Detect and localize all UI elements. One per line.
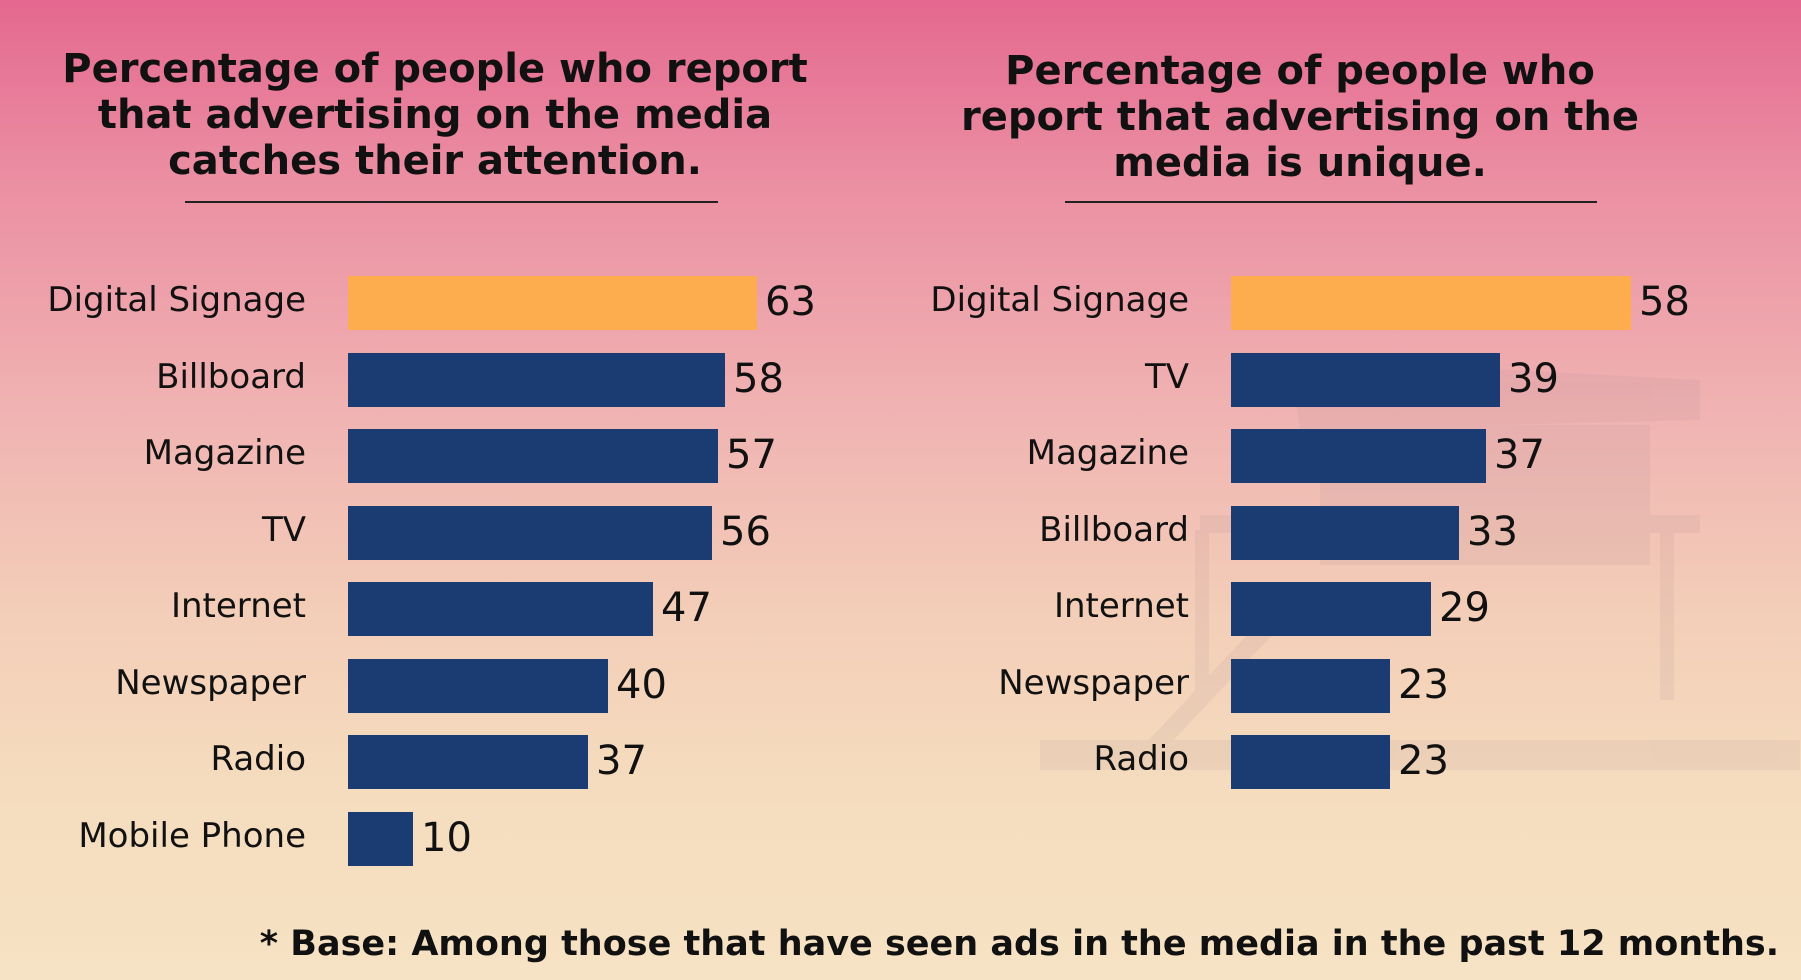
category-label-billboard: Billboard: [156, 356, 306, 397]
category-label-magazine: Magazine: [143, 433, 306, 473]
bar-newspaper: [1231, 658, 1390, 713]
bar-tv: [348, 505, 712, 560]
value-label-radio: 23: [1398, 738, 1449, 784]
category-label-digital-signage: Digital Signage: [47, 280, 306, 320]
chart-panel-attention: Percentage of people who report that adv…: [0, 0, 880, 900]
value-label-internet: 47: [661, 585, 712, 631]
value-label-magazine: 57: [726, 432, 777, 478]
category-label-radio: Radio: [1093, 739, 1189, 779]
value-label-billboard: 58: [733, 355, 784, 402]
value-label-tv: 56: [720, 508, 771, 555]
title-divider: [1065, 201, 1597, 203]
value-label-radio: 37: [596, 738, 647, 784]
bar-digital-signage: [1231, 276, 1631, 330]
value-label-tv: 39: [1508, 355, 1559, 402]
bar-billboard: [348, 352, 725, 407]
category-label-radio: Radio: [210, 739, 306, 779]
category-label-newspaper: Newspaper: [998, 662, 1189, 703]
category-label-magazine: Magazine: [1026, 433, 1189, 473]
value-label-newspaper: 40: [616, 661, 667, 708]
category-label-mobile-phone: Mobile Phone: [78, 815, 306, 856]
value-label-billboard: 33: [1467, 508, 1518, 555]
bar-digital-signage: [348, 276, 757, 330]
value-label-magazine: 37: [1494, 432, 1545, 478]
bar-radio: [348, 735, 588, 789]
footnote: * Base: Among those that have seen ads i…: [259, 924, 1779, 964]
category-label-tv: TV: [1144, 356, 1189, 397]
bar-newspaper: [348, 658, 608, 713]
chart-title-unique: Percentage of people who report that adv…: [961, 48, 1639, 186]
category-label-tv: TV: [261, 509, 306, 550]
title-divider: [185, 201, 718, 203]
category-label-newspaper: Newspaper: [115, 662, 306, 703]
category-label-digital-signage: Digital Signage: [930, 280, 1189, 320]
bar-radio: [1231, 735, 1390, 789]
value-label-digital-signage: 63: [765, 279, 816, 325]
chart-panel-unique: Percentage of people who report that adv…: [880, 0, 1801, 900]
bar-internet: [1231, 582, 1431, 636]
value-label-mobile-phone: 10: [421, 814, 472, 861]
value-label-internet: 29: [1439, 585, 1490, 631]
bar-tv: [1231, 352, 1500, 407]
category-label-internet: Internet: [1053, 586, 1189, 626]
category-label-internet: Internet: [170, 586, 306, 626]
bar-mobile-phone: [348, 811, 413, 866]
category-label-billboard: Billboard: [1039, 509, 1189, 550]
bar-internet: [348, 582, 653, 636]
bar-billboard: [1231, 505, 1459, 560]
chart-title-attention: Percentage of people who report that adv…: [62, 46, 808, 184]
bar-magazine: [348, 429, 718, 483]
bar-magazine: [1231, 429, 1486, 483]
value-label-digital-signage: 58: [1639, 279, 1690, 325]
value-label-newspaper: 23: [1398, 661, 1449, 708]
